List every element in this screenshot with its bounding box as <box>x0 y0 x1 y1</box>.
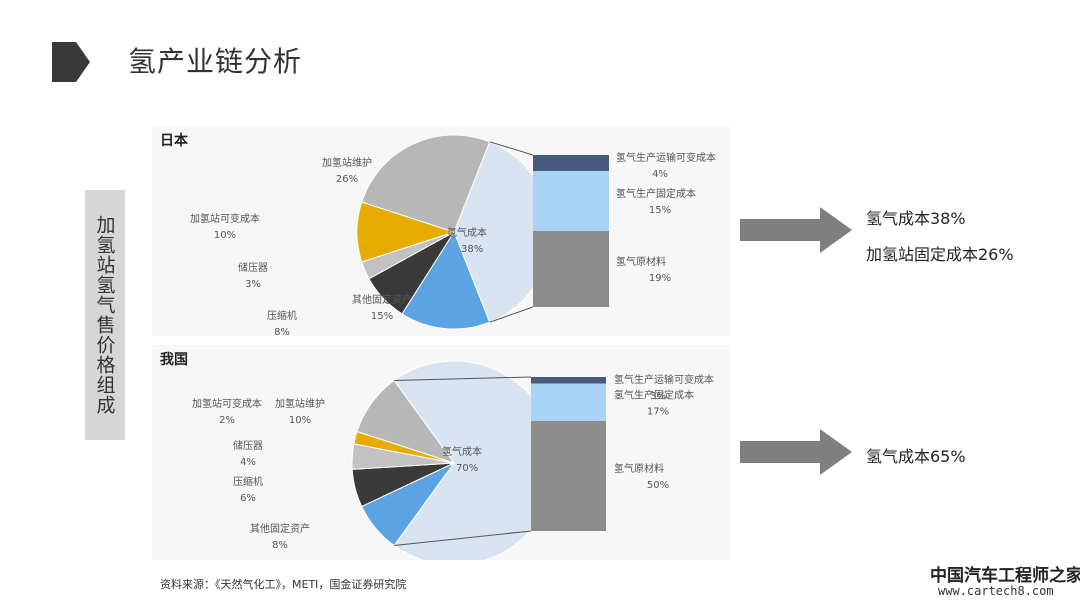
pie-slice <box>401 230 491 330</box>
watermark-url: www.cartech8.com <box>938 584 1054 598</box>
breakdown-label: 氢气生产运输可变成本 <box>614 373 714 386</box>
chart-japan: 氢气成本 38% 其他固定资产 15% 压缩机 8% 储压器 3% 加氢站可变成本 10% 加氢站维… <box>190 134 716 336</box>
pie-value: 6% <box>240 493 256 504</box>
summary-japan-hydrogen: 氢气成本38% <box>866 209 966 228</box>
pie-label: 加氢站可变成本 <box>190 212 260 225</box>
breakdown-value: 17% <box>647 406 669 417</box>
breakdown-label: 氢气生产运输可变成本 <box>616 151 716 164</box>
connector-line <box>489 306 534 323</box>
pie-value: 4% <box>240 457 256 468</box>
pie-value: 15% <box>371 311 393 322</box>
pie-label: 压缩机 <box>233 475 263 488</box>
breakdown-label: 氢气生产固定成本 <box>616 187 696 200</box>
watermark-name: 中国汽车工程师之家 <box>930 566 1080 586</box>
connector-line <box>489 141 534 156</box>
pie-label: 储压器 <box>233 439 263 452</box>
pie-label: 压缩机 <box>267 309 297 322</box>
pie-value: 8% <box>272 540 288 551</box>
pie-value: 8% <box>274 327 290 336</box>
breakdown-bar-segment <box>533 231 609 307</box>
breakdown-bar-segment <box>533 155 609 171</box>
title-marker-icon <box>52 42 90 82</box>
pie-label: 加氢站可变成本 <box>192 397 262 410</box>
breakdown-bar-segment <box>531 383 606 421</box>
breakdown-value: 15% <box>649 205 671 216</box>
connector-line <box>393 530 532 547</box>
breakdown-bar-segment <box>531 377 606 384</box>
side-label-box: 加氢站氢气售价格组成 <box>85 190 125 440</box>
pie-value: 26% <box>336 174 358 185</box>
pie-value: 38% <box>461 244 483 255</box>
breakdown-bar-segment <box>531 421 606 531</box>
pie-slice <box>356 379 456 464</box>
breakdown-label: 氢气生产固定成本 <box>614 388 694 401</box>
pie-label: 其他固定资产 <box>352 293 412 306</box>
summary-japan-station: 加氢站固定成本26% <box>866 245 1014 264</box>
breakdown-value: 3% <box>650 391 666 402</box>
breakdown-label: 氢气原材料 <box>614 462 664 475</box>
region-label-japan: 日本 <box>160 133 188 149</box>
chart-panel-japan: 日本 氢气成本 38% 其他固定资产 15% 压缩机 8% 储压器 3% 加氢站可变成本 10% 加… <box>152 126 730 336</box>
pie-value: 10% <box>289 415 311 426</box>
pie-value: 3% <box>245 279 261 290</box>
pie-label: 加氢站维护 <box>322 156 372 169</box>
pie-value: 10% <box>214 230 236 241</box>
pie-label: 其他固定资产 <box>250 522 310 535</box>
side-label: 加氢站氢气售价格组成 <box>93 215 116 415</box>
pie-label: 加氢站维护 <box>275 397 325 410</box>
pie-label: 氢气成本 <box>447 226 487 239</box>
region-label-china: 我国 <box>160 352 188 368</box>
pie-label: 氢气成本 <box>442 445 482 458</box>
page-title: 氢产业链分析 <box>128 45 303 78</box>
arrow-right-icon <box>740 429 852 475</box>
pie-label: 储压器 <box>238 261 268 274</box>
breakdown-label: 氢气原材料 <box>616 255 666 268</box>
breakdown-value: 19% <box>649 273 671 284</box>
pie-value: 70% <box>456 463 478 474</box>
breakdown-bar-segment <box>533 171 609 231</box>
breakdown-value: 50% <box>647 480 669 491</box>
pie-value: 2% <box>219 415 235 426</box>
connector-line <box>394 376 532 381</box>
arrow-right-icon <box>740 207 852 253</box>
source-note: 资料来源：《天然气化工》，METI，国金证券研究院 <box>160 578 407 591</box>
chart-china: 氢气成本 70% 其他固定资产 8% 压缩机 6% 储压器 4% 加氢站可变成本 2% 加氢站维护 1… <box>192 360 714 560</box>
chart-panel-china: 我国 氢气成本 70% 其他固定资产 8% 压缩机 6% 储压器 4% 加氢站可变成本 2% 加氢站… <box>152 345 730 560</box>
summary-china-hydrogen: 氢气成本65% <box>866 447 966 466</box>
pie-slice <box>361 134 491 233</box>
breakdown-value: 4% <box>652 169 668 180</box>
